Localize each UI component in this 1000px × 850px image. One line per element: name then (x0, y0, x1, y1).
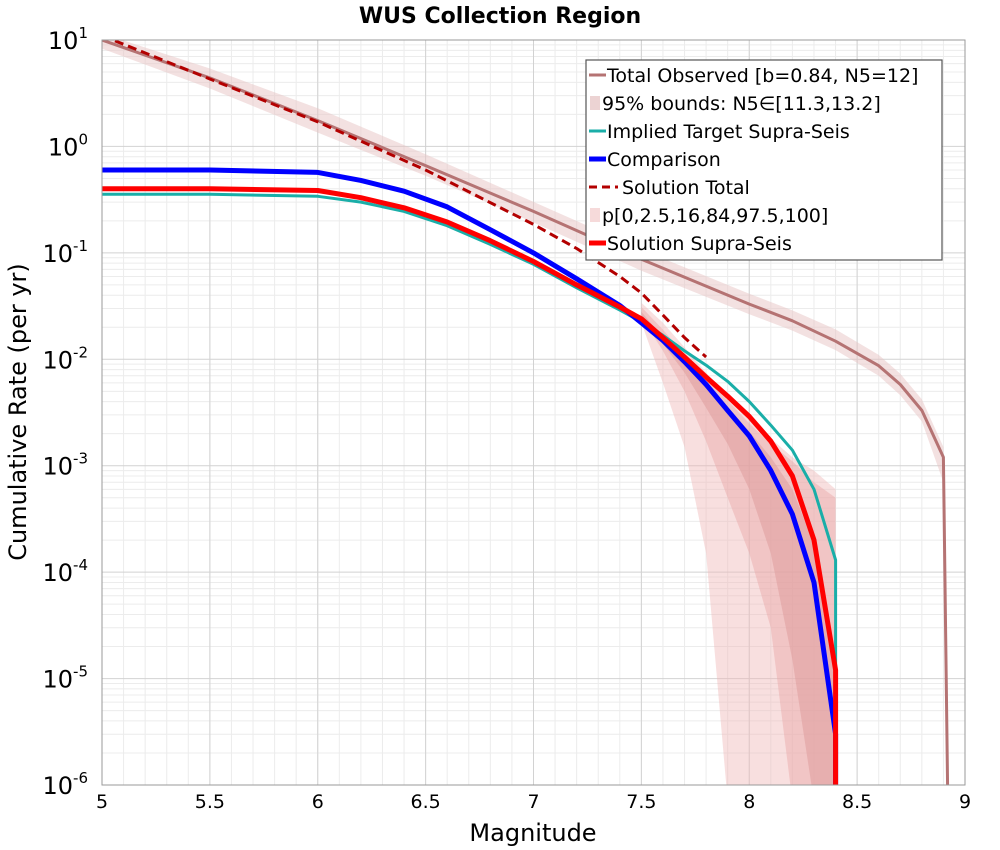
band (641, 307, 836, 785)
series-line (102, 186, 839, 785)
y-tick-label: 100 (48, 130, 88, 161)
tick-labels: 5 5.5 6 6.5 7 7.5 8 8.5 9 101 100 10-1 10-2 10-3 10-4 1… (42, 24, 971, 813)
y-tick-label: 10-1 (42, 237, 88, 268)
uncertainty-bands (102, 40, 944, 785)
x-axis-label: Magnitude (469, 819, 596, 847)
legend-entry: p[0,2.5,16,84,97.5,100] (590, 205, 828, 227)
x-tick-label: 7.5 (626, 791, 656, 813)
y-tick-label: 101 (48, 24, 88, 55)
legend-box (585, 59, 943, 261)
x-tick-label: 8 (743, 791, 755, 813)
x-tick-label: 8.5 (842, 791, 872, 813)
y-tick-label: 10-5 (42, 663, 88, 694)
legend-label: Comparison (607, 149, 721, 171)
y-tick-label: 10-4 (42, 556, 88, 587)
legend-label: Solution Supra-Seis (607, 233, 792, 255)
series-line (102, 40, 950, 785)
legend-label: p[0,2.5,16,84,97.5,100] (602, 205, 828, 227)
legend-entry: Solution Supra-Seis (589, 233, 792, 255)
series-lines (102, 40, 950, 785)
y-axis-label: Cumulative Rate (per yr) (4, 263, 32, 561)
x-tick-label: 5.5 (195, 791, 225, 813)
legend: Total Observed [b=0.84, N5=12] 95% bounds… (585, 59, 943, 261)
x-tick-label: 6.5 (411, 791, 441, 813)
legend-entry: Total Observed [b=0.84, N5=12] (589, 65, 918, 87)
band (641, 302, 836, 785)
x-tick-label: 9 (959, 791, 971, 813)
legend-entry: Implied Target Supra-Seis (589, 121, 850, 143)
legend-entry: Comparison (589, 149, 721, 171)
legend-swatch (590, 96, 600, 110)
legend-label: Solution Total (622, 177, 750, 199)
x-tick-label: 5 (96, 791, 108, 813)
legend-label: 95% bounds: N5∈[11.3,13.2] (602, 93, 881, 115)
plot-frame (101, 39, 966, 786)
plot-area: 5 5.5 6 6.5 7 7.5 8 8.5 9 101 100 10-1 10-2 10-3 10-4 1… (42, 24, 971, 813)
legend-label: Implied Target Supra-Seis (607, 121, 850, 143)
chart-title: WUS Collection Region (359, 4, 641, 29)
legend-entry: 95% bounds: N5∈[11.3,13.2] (590, 93, 881, 115)
series-line (108, 40, 708, 359)
x-tick-label: 6 (312, 791, 324, 813)
y-tick-label: 10-6 (42, 769, 88, 800)
x-tick-label: 7 (527, 791, 539, 813)
series-line (102, 167, 839, 785)
band (641, 311, 836, 785)
y-tick-label: 10-3 (42, 450, 88, 481)
y-tick-label: 10-2 (42, 343, 88, 374)
legend-swatch (590, 208, 600, 222)
legend-label: Total Observed [b=0.84, N5=12] (606, 65, 918, 87)
legend-entry: Solution Total (589, 177, 750, 199)
